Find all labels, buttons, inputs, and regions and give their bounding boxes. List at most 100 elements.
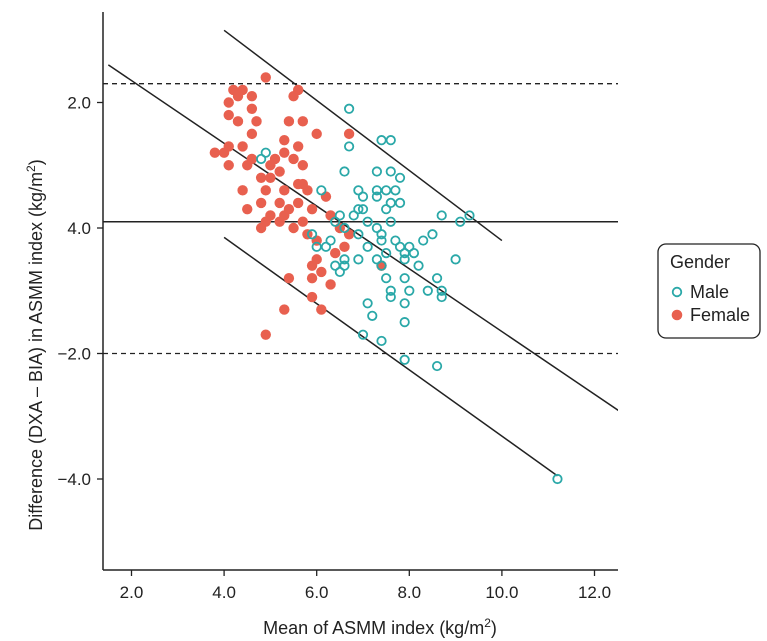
female-point	[325, 210, 336, 221]
male-point	[385, 291, 396, 303]
female-point	[279, 134, 290, 146]
male-point	[381, 204, 392, 215]
female-point	[306, 273, 318, 284]
female-point	[255, 172, 267, 183]
female-point	[330, 247, 341, 259]
male-point	[390, 185, 401, 196]
male-point	[436, 285, 447, 296]
male-point	[408, 248, 420, 259]
male-point	[344, 103, 355, 114]
female-point	[260, 72, 271, 83]
female-point	[297, 216, 309, 227]
y-tick-label: 4.0	[67, 219, 91, 238]
male-point	[353, 229, 364, 240]
male-point	[362, 241, 373, 252]
male-point	[399, 273, 410, 284]
legend-female-marker	[671, 309, 683, 321]
legend-male-marker	[671, 286, 683, 298]
male-point	[371, 191, 382, 202]
female-point	[283, 273, 295, 284]
male-point	[376, 229, 387, 240]
male-point	[367, 310, 378, 321]
female-point	[279, 304, 290, 315]
x-tick-label: 10.0	[485, 583, 518, 602]
female-point	[325, 279, 336, 290]
legend: Gender Male Female	[657, 243, 761, 339]
series-female	[209, 72, 387, 340]
female-point	[302, 185, 313, 196]
legend-label-female: Female	[690, 305, 750, 325]
female-point	[297, 160, 309, 171]
male-point	[427, 229, 438, 240]
y-tick-label: 2.0	[67, 94, 91, 113]
female-point	[246, 91, 258, 102]
data-points	[209, 72, 563, 485]
female-point	[316, 266, 327, 278]
x-tick-label: 12.0	[578, 583, 611, 602]
male-point	[399, 248, 410, 259]
female-point	[297, 116, 309, 127]
male-point	[431, 273, 443, 284]
male-point	[385, 216, 396, 227]
male-point	[436, 210, 447, 221]
female-point	[306, 203, 318, 215]
female-point	[223, 160, 234, 171]
male-point	[464, 210, 475, 221]
female-point	[237, 185, 248, 196]
female-point	[255, 197, 267, 209]
male-point	[376, 235, 387, 246]
female-point	[274, 166, 285, 177]
female-point	[251, 116, 262, 127]
reference-lines	[103, 29, 618, 477]
female-point	[320, 191, 332, 202]
male-point	[357, 191, 369, 202]
male-point	[399, 354, 410, 365]
y-tick-label: −2.0	[57, 345, 91, 364]
male-point	[256, 153, 267, 165]
male-point	[422, 285, 433, 296]
male-point	[381, 248, 392, 259]
male-point	[376, 135, 387, 146]
legend-title: Gender	[670, 252, 730, 272]
female-point	[274, 197, 285, 209]
series-male	[256, 103, 563, 485]
male-point	[394, 197, 406, 208]
male-point	[399, 254, 410, 265]
male-point	[376, 260, 387, 271]
male-point	[431, 360, 443, 372]
female-point	[209, 147, 221, 158]
male-point	[394, 172, 406, 183]
male-point	[330, 216, 341, 227]
male-point	[385, 135, 396, 146]
male-point	[385, 166, 396, 177]
female-point	[265, 160, 276, 171]
female-point	[232, 116, 244, 127]
x-axis-title: Mean of ASMM index (kg/m2)	[263, 616, 497, 638]
female-point	[260, 329, 271, 340]
male-point	[413, 260, 424, 271]
female-point	[279, 185, 290, 196]
female-point	[279, 147, 290, 158]
female-point	[288, 91, 299, 102]
female-point	[343, 229, 355, 240]
female-point	[288, 153, 299, 165]
male-point	[339, 166, 350, 177]
male-point	[418, 235, 429, 246]
male-point	[344, 141, 355, 152]
female-point	[260, 185, 271, 196]
female-point	[292, 197, 304, 209]
male-point	[385, 285, 396, 296]
female-point	[237, 84, 248, 96]
female-point	[246, 103, 258, 114]
male-point	[339, 254, 350, 265]
female-point	[242, 203, 253, 215]
male-point	[357, 329, 369, 340]
x-tick-label: 4.0	[212, 583, 236, 602]
female-point	[218, 147, 230, 158]
female-point	[339, 241, 350, 253]
female-point	[223, 109, 234, 121]
male-point	[436, 291, 447, 303]
male-point	[371, 166, 382, 177]
female-point	[246, 128, 258, 140]
